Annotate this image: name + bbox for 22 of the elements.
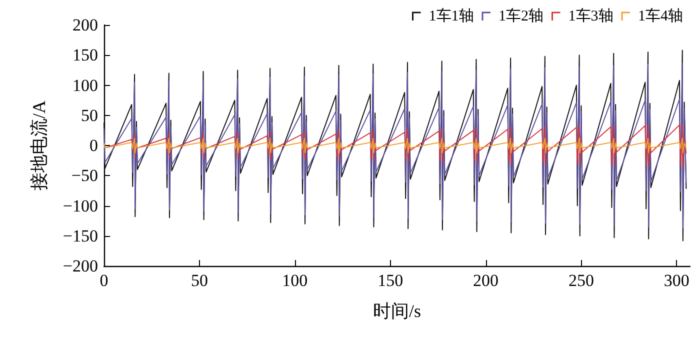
line-series [104,138,687,154]
x-tick-label: 200 [473,271,499,290]
legend-label: 1车1轴 [428,8,474,24]
y-tick-label: 150 [72,46,98,65]
x-axis-title: 时间/s [372,301,422,321]
legend-label: 1车3轴 [568,8,614,24]
x-tick-label: 100 [282,271,308,290]
y-tick-label: 50 [81,106,98,125]
y-tick-label: −150 [62,226,98,246]
y-tick-label: 100 [72,76,98,95]
y-tick-label: 200 [72,16,98,34]
x-tick-label: 250 [568,271,594,290]
x-tick-label: 50 [190,271,208,290]
y-axis-title: 接地电流/A [29,100,49,190]
y-tick-label: 0 [90,136,98,155]
x-tick-label: 300 [664,271,690,290]
y-tick-label: −50 [71,166,98,186]
y-tick-label: −200 [62,256,98,276]
y-tick-label: −100 [62,196,98,216]
x-tick-label: 150 [378,271,404,290]
legend-label: 1车2轴 [498,8,544,24]
legend-label: 1车4轴 [638,8,683,24]
